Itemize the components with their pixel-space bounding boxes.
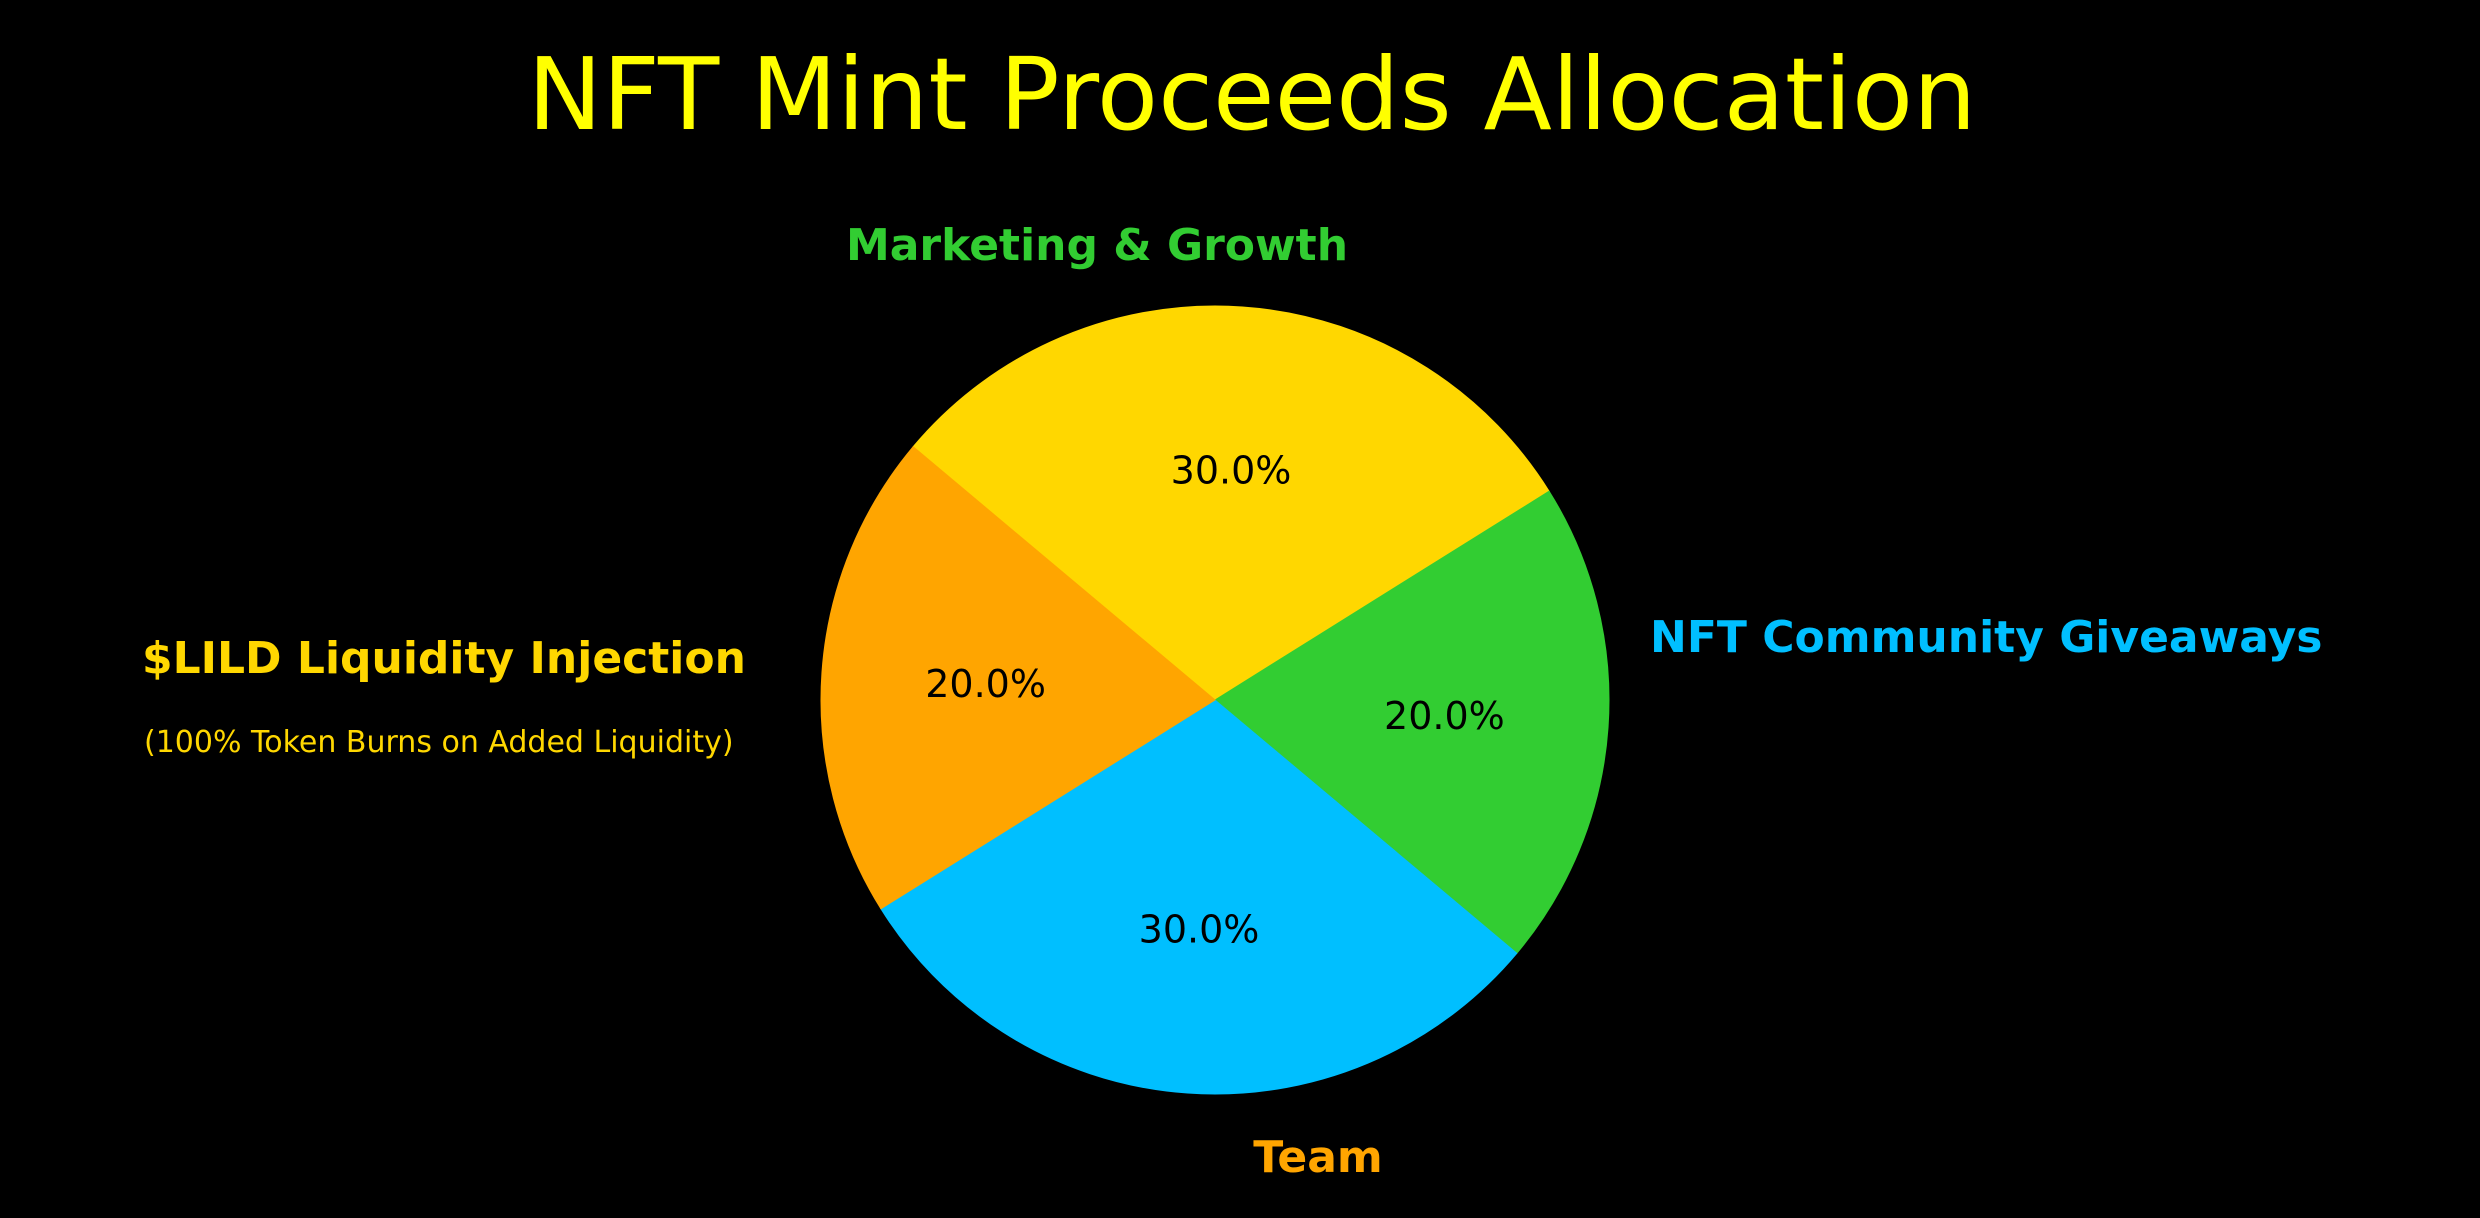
percent-label-marketing-growth: 20.0% <box>1384 694 1505 738</box>
chart-title: NFT Mint Proceeds Allocation <box>528 36 1977 153</box>
category-label-giveaways: NFT Community Giveaways <box>1650 612 2322 663</box>
category-sublabel-liquidity: (100% Token Burns on Added Liquidity) <box>144 725 734 760</box>
category-label-liquidity: $LILD Liquidity Injection <box>142 633 746 684</box>
percent-label-lild-liquidity-injection: 30.0% <box>1171 449 1292 493</box>
percent-label-team: 20.0% <box>925 662 1046 706</box>
category-label-marketing: Marketing & Growth <box>846 220 1348 271</box>
category-label-team: Team <box>1253 1132 1383 1183</box>
percent-label-nft-community-giveaways: 30.0% <box>1139 907 1260 951</box>
